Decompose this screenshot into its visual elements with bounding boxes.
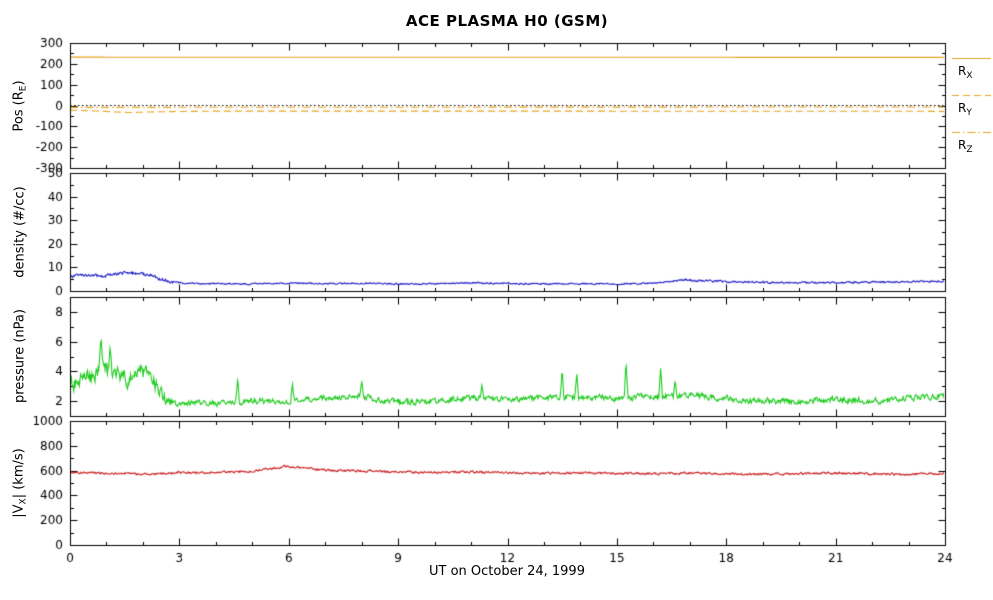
y-axis-label-pressure: pressure (nPa) (13, 309, 28, 403)
legend-subscript: Z (966, 145, 973, 155)
legend-label-rz: RZ (958, 138, 973, 155)
ylabel-text: Pos (R (11, 91, 27, 132)
ylabel-text: | (km/s) (11, 448, 27, 499)
legend-text: R (958, 138, 967, 152)
legend-label-ry: RY (958, 101, 972, 118)
legend-subscript: X (966, 71, 973, 81)
y-axis-label-position: Pos (RE) (12, 80, 29, 131)
x-axis-label: UT on October 24, 1999 (429, 564, 585, 579)
ylabel-subscript: X (18, 498, 29, 505)
ylabel-text: ) (11, 80, 27, 86)
legend-subscript: Y (966, 108, 972, 118)
legend-text: R (958, 101, 967, 115)
chart-title: ACE PLASMA H0 (GSM) (405, 12, 609, 30)
ylabel-text: pressure (nPa) (12, 309, 28, 403)
legend-text: R (958, 64, 967, 78)
legend-label-rx: RX (958, 64, 973, 81)
ylabel-subscript: E (18, 85, 29, 92)
y-axis-label-density: density (#/cc) (13, 186, 28, 278)
y-axis-label-speed: |VX| (km/s) (12, 448, 29, 517)
ylabel-text: |V (11, 504, 27, 518)
ylabel-text: density (#/cc) (12, 186, 28, 278)
